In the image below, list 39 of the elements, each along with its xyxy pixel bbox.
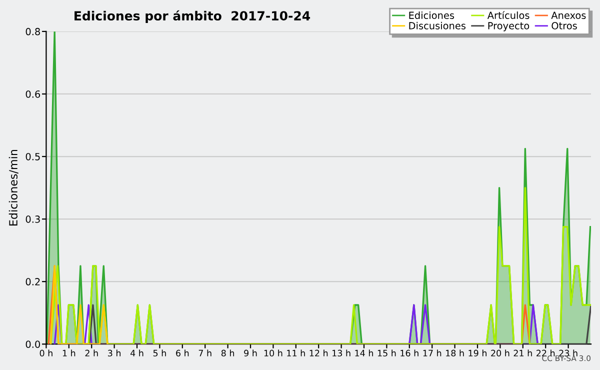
y-tick-label: 0.0	[26, 340, 40, 348]
x-tick-label: 9 h	[244, 350, 257, 356]
x-tick-label: 22 h	[536, 350, 555, 356]
x-tick-label: 15 h	[378, 350, 396, 356]
y-axis-title: Ediciones/min	[8, 150, 18, 226]
x-tick-label: 10 h	[264, 350, 282, 356]
x-tick-label: 21 h	[514, 350, 532, 356]
x-tick-label: 6 h	[176, 350, 189, 356]
legend-label: Otros	[552, 22, 577, 30]
x-tick-label: 4 h	[130, 350, 144, 356]
x-tick-label: 16 h	[400, 350, 418, 356]
x-tick-label: 18 h	[446, 350, 464, 356]
x-tick-label: 17 h	[423, 350, 442, 356]
y-tick-label: 0.5	[26, 152, 40, 160]
x-tick-label: 11 h	[287, 350, 305, 356]
y-tick-label: 0.8	[26, 28, 40, 36]
legend-label: Discusiones	[409, 22, 466, 30]
x-tick-label: 7 h	[198, 350, 212, 356]
legend-label: Proyecto	[488, 22, 530, 32]
y-tick-label: 0.6	[26, 90, 40, 98]
legend-label: Ediciones	[409, 11, 454, 20]
y-tick-label: 0.3	[26, 216, 40, 223]
legend-label: Artículos	[487, 11, 530, 20]
line-series	[50, 186, 591, 344]
chart-title: Ediciones por ámbito 2017-10-24	[74, 10, 310, 23]
x-tick-label: 23 h	[559, 350, 578, 356]
x-tick-label: 20 h	[491, 350, 510, 356]
x-tick-label: 5 h	[153, 350, 166, 356]
x-tick-label: 19 h	[468, 350, 486, 356]
x-tick-label: 1 h	[62, 350, 76, 356]
legend-label: Anexos	[551, 12, 586, 20]
x-tick-label: 12 h	[310, 350, 328, 356]
x-tick-label: 14 h	[355, 350, 373, 356]
x-tick-label: 0 h	[40, 350, 52, 356]
x-tick-label: 13 h	[332, 350, 350, 356]
y-tick-label: 0.2	[26, 278, 40, 286]
x-tick-label: 2 h	[85, 350, 98, 356]
x-tick-label: 8 h	[221, 350, 234, 356]
x-tick-label: 3 h	[108, 350, 121, 356]
